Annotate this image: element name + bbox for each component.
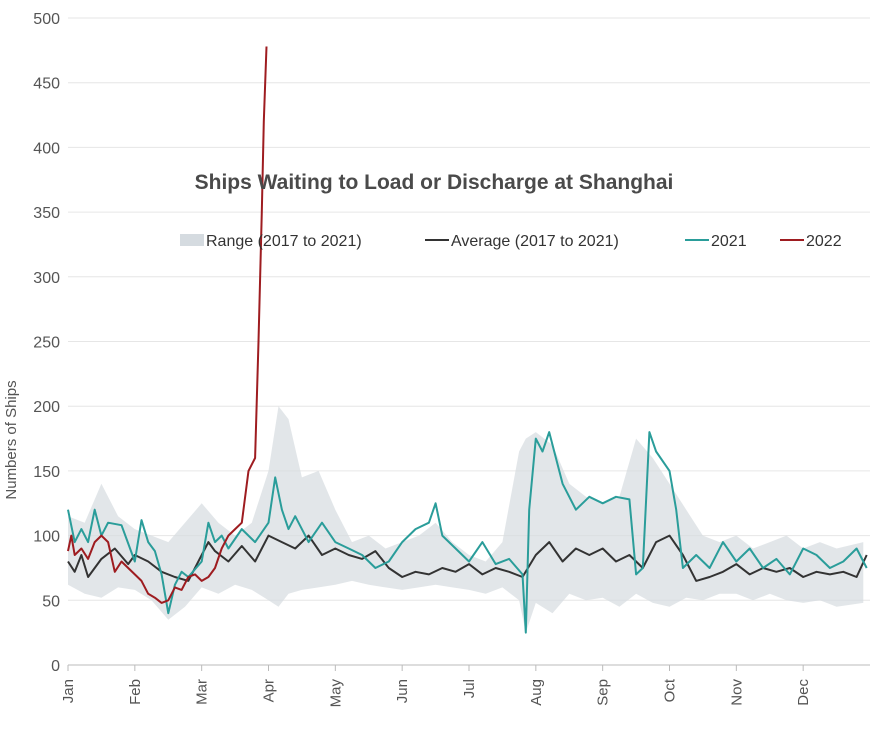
series-line-2021: [67, 431, 868, 634]
x-tick-label-aug: Aug: [528, 679, 545, 706]
range-band-area: [68, 406, 864, 633]
x-tick-label-sep: Sep: [595, 679, 612, 706]
y-tick-label-200: 200: [33, 399, 60, 416]
chart-title: Ships Waiting to Load or Discharge at Sh…: [195, 171, 674, 194]
x-tick-label-jan: Jan: [60, 679, 77, 703]
x-tick-label-feb: Feb: [127, 679, 144, 705]
y-tick-label-450: 450: [33, 76, 60, 93]
x-axis-ticks: Jan Feb Mar Apr May Jun Jul Aug Sep Oct Nov Dec: [60, 665, 812, 707]
y-tick-label-50: 50: [42, 593, 60, 610]
series-layer: [67, 46, 868, 634]
y-tick-label-350: 350: [33, 205, 60, 222]
legend-label-range: Range (2017 to 2021): [206, 233, 362, 250]
legend-label-2021: 2021: [711, 233, 747, 250]
y-axis-label: Numbers of Ships: [3, 380, 20, 499]
x-tick-label-apr: Apr: [261, 679, 278, 702]
range-band-layer: [68, 406, 864, 633]
y-tick-label-300: 300: [33, 270, 60, 287]
legend-swatch-range: [180, 234, 204, 246]
x-tick-label-oct: Oct: [662, 678, 679, 702]
x-tick-label-dec: Dec: [795, 679, 812, 706]
y-tick-label-100: 100: [33, 529, 60, 546]
y-tick-label-150: 150: [33, 464, 60, 481]
series-line-average: [67, 534, 868, 582]
y-axis-ticks: 0 50 100 150 200 250 300 350 400 450 500: [33, 11, 60, 675]
legend-label-2022: 2022: [806, 233, 842, 250]
x-tick-label-mar: Mar: [194, 679, 211, 705]
x-tick-label-nov: Nov: [728, 679, 745, 706]
y-tick-label-400: 400: [33, 140, 60, 157]
x-tick-label-may: May: [327, 679, 344, 708]
legend: Range (2017 to 2021) Average (2017 to 202…: [180, 233, 842, 250]
series-line-2022: [67, 46, 268, 604]
legend-label-average: Average (2017 to 2021): [451, 233, 619, 250]
y-tick-label-250: 250: [33, 335, 60, 352]
gridlines: [68, 17, 870, 601]
y-tick-label-0: 0: [51, 658, 60, 675]
y-tick-label-500: 500: [33, 11, 60, 28]
x-tick-label-jul: Jul: [461, 679, 478, 698]
x-tick-label-jun: Jun: [394, 679, 411, 703]
